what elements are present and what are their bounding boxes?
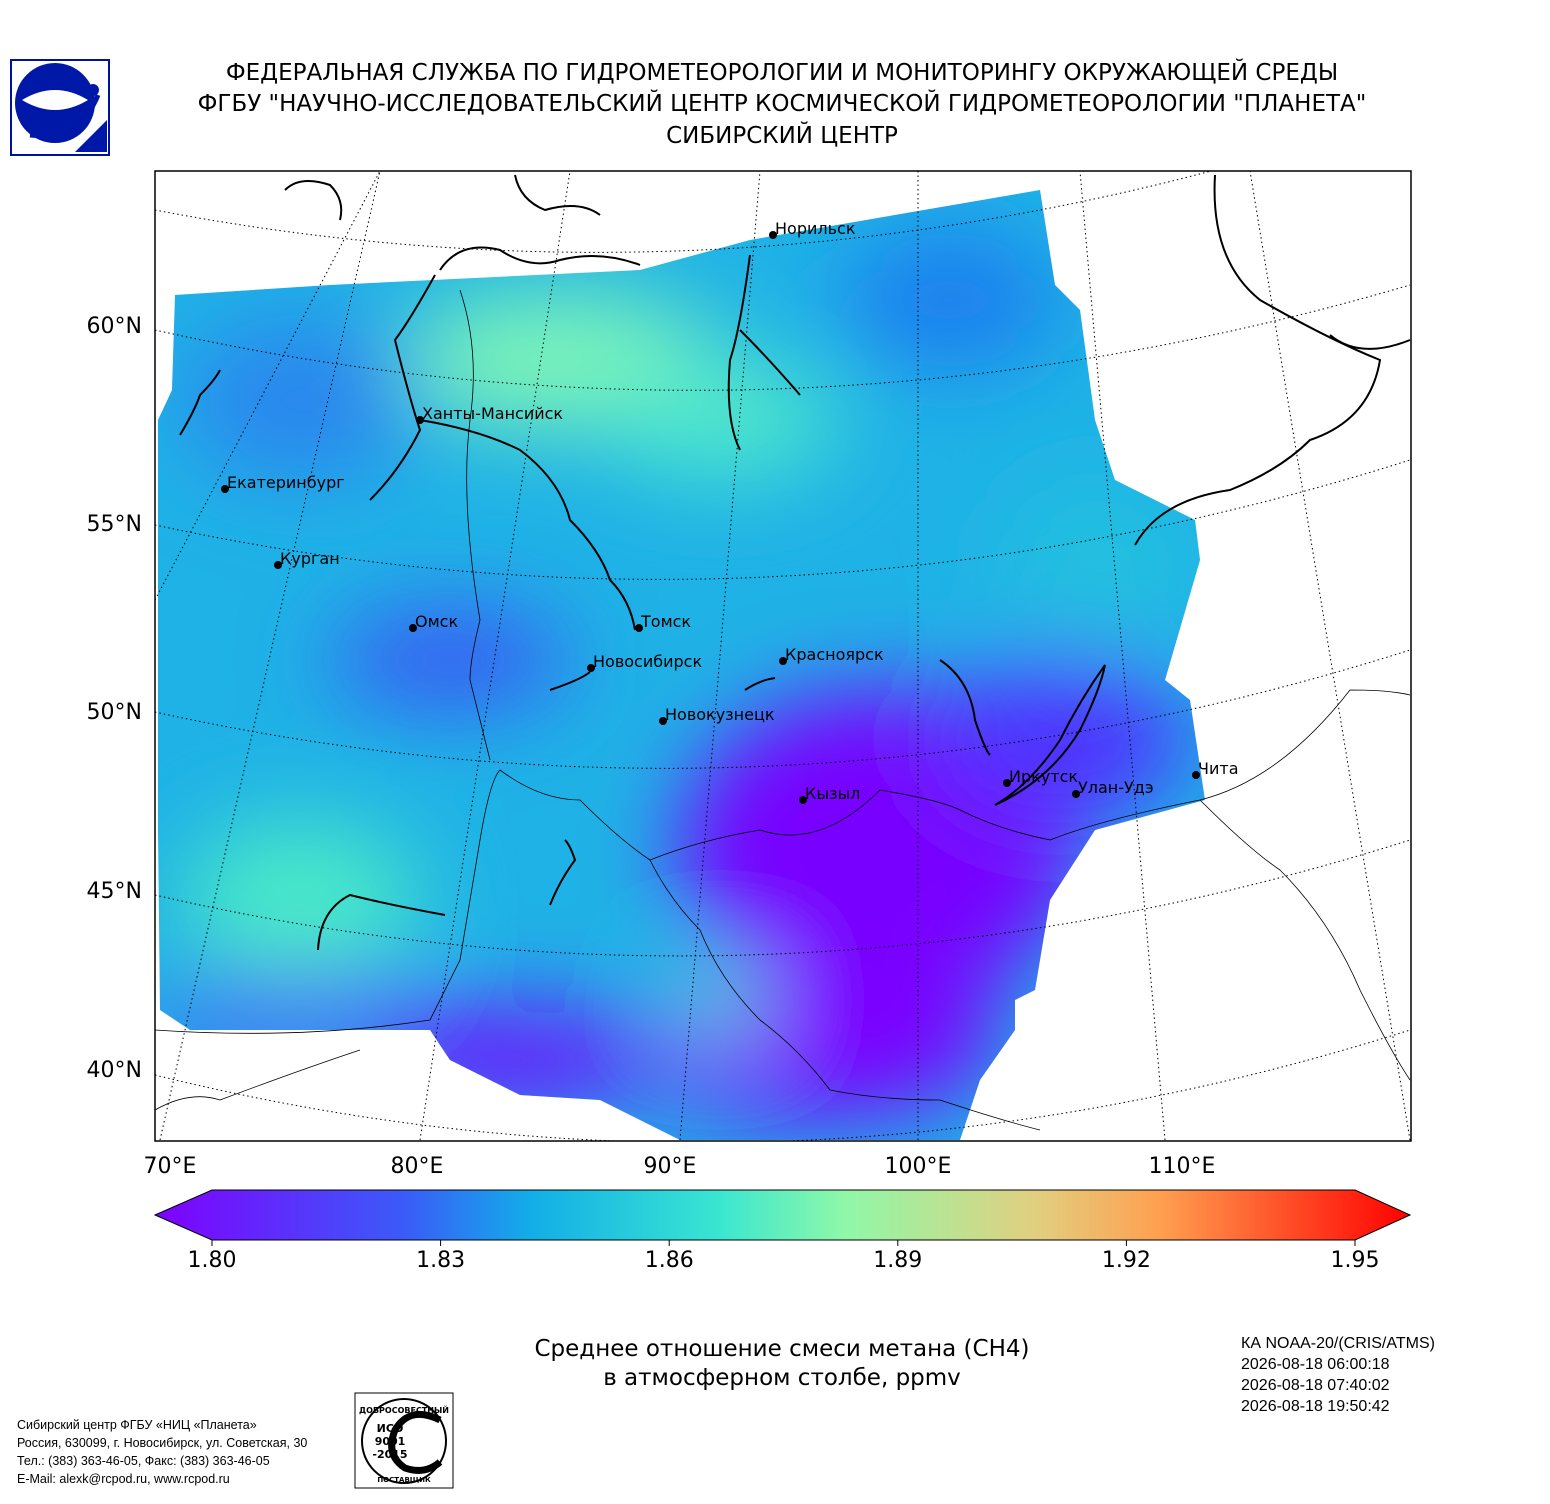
lat-label: 40°N <box>87 1058 142 1083</box>
lon-label: 70°E <box>144 1154 197 1179</box>
colorbar-body <box>153 1189 1412 1241</box>
satellite-line: КА NOAA-20/(CRIS/ATMS) <box>1241 1335 1435 1352</box>
city-label: Омск <box>415 612 458 631</box>
lat-label: 50°N <box>87 700 142 725</box>
city-dot <box>587 664 595 672</box>
header-line: ФЕДЕРАЛЬНАЯ СЛУЖБА ПО ГИДРОМЕТЕОРОЛОГИИ … <box>226 58 1338 86</box>
city-dot <box>409 624 417 632</box>
city-label: Красноярск <box>785 645 884 664</box>
city-label: Кызыл <box>805 784 860 803</box>
footer-line: Тел.: (383) 363-46-05, Факс: (383) 363-4… <box>17 1454 270 1468</box>
iso-logo: ДОБРОСОВЕСТНЫЙ ИСО 9001 -2015 ПОСТАВЩИК <box>354 1392 454 1489</box>
rivers <box>369 254 991 906</box>
city-dot <box>779 657 787 665</box>
city-label: Новосибирск <box>593 652 702 671</box>
iso-line: ИСО <box>377 1422 404 1435</box>
footer-line: Сибирский центр ФГБУ «НИЦ «Планета» <box>17 1418 257 1432</box>
city-label: Новокузнецк <box>665 705 775 724</box>
city-label: Ханты-Мансийск <box>422 404 563 423</box>
caption-line: Среднее отношение смеси метана (CH4) <box>534 1336 1029 1362</box>
city-label: Томск <box>640 612 691 631</box>
city-dot <box>769 231 777 239</box>
city-dot <box>1192 771 1200 779</box>
iso-bottom: ПОСТАВЩИК <box>377 1476 431 1484</box>
borders <box>155 289 1411 1131</box>
colorbar-ticks: 1.80 1.83 1.86 1.89 1.92 1.95 <box>188 1240 1380 1273</box>
cities: Норильск Ханты-Мансийск Екатеринбург Курган… <box>221 219 1239 804</box>
city-dot <box>416 416 424 424</box>
city-label: Улан-Удэ <box>1078 778 1154 797</box>
satellite-line: 2026-08-18 19:50:42 <box>1241 1398 1390 1415</box>
colorbar-tick-label: 1.89 <box>873 1248 922 1273</box>
footer-line: E-Mail: alexk@rcpod.ru, www.rcpod.ru <box>17 1472 230 1486</box>
map: Норильск Ханты-Мансийск Екатеринбург Курган… <box>155 171 1411 1141</box>
city-label: Чита <box>1198 759 1239 778</box>
city-dot <box>1072 790 1080 798</box>
colorbar-tick-label: 1.83 <box>416 1248 465 1273</box>
city-dot <box>635 624 643 632</box>
city-label: Курган <box>280 549 340 568</box>
satellite-line: 2026-08-18 06:00:18 <box>1241 1356 1390 1373</box>
header-line: СИБИРСКИЙ ЦЕНТР <box>666 121 898 149</box>
lon-label: 110°E <box>1149 1154 1216 1179</box>
city-label: Екатеринбург <box>227 473 345 492</box>
coastlines <box>179 174 1411 951</box>
lon-label: 80°E <box>391 1154 444 1179</box>
colorbar-tick-label: 1.92 <box>1102 1248 1151 1273</box>
caption-line: в атмосферном столбе, ppmv <box>603 1365 961 1391</box>
lat-label: 60°N <box>87 314 142 339</box>
city-dot <box>274 561 282 569</box>
colorbar-tick-label: 1.95 <box>1331 1248 1380 1273</box>
agency-logo <box>10 59 110 156</box>
city-dot <box>221 485 229 493</box>
iso-line: 9001 <box>375 1435 406 1448</box>
colorbar: 1.80 1.83 1.86 1.89 1.92 1.95 <box>153 1189 1412 1273</box>
iso-line: -2015 <box>372 1448 407 1461</box>
city-dot <box>1003 779 1011 787</box>
city-dot <box>659 717 667 725</box>
city-dot <box>799 796 807 804</box>
footer-line: Россия, 630099, г. Новосибирск, ул. Сове… <box>17 1436 307 1450</box>
graticule <box>155 171 1411 1141</box>
lon-label: 90°E <box>644 1154 697 1179</box>
city-label: Норильск <box>775 219 856 238</box>
satellite-line: 2026-08-18 07:40:02 <box>1241 1377 1390 1394</box>
colorbar-tick-label: 1.80 <box>188 1248 237 1273</box>
colorbar-tick-label: 1.86 <box>645 1248 694 1273</box>
lat-label: 55°N <box>87 512 142 537</box>
map-frame <box>154 170 1412 1142</box>
city-label: Иркутск <box>1009 767 1078 786</box>
iso-top: ДОБРОСОВЕСТНЫЙ <box>359 1404 449 1415</box>
axis-labels: 60°N 55°N 50°N 45°N 40°N 70°E 80°E 90°E 100°E 110… <box>87 314 1216 1179</box>
lon-label: 100°E <box>885 1154 952 1179</box>
header-line: ФГБУ "НАУЧНО-ИССЛЕДОВАТЕЛЬСКИЙ ЦЕНТР КОС… <box>198 89 1367 117</box>
lat-label: 45°N <box>87 879 142 904</box>
